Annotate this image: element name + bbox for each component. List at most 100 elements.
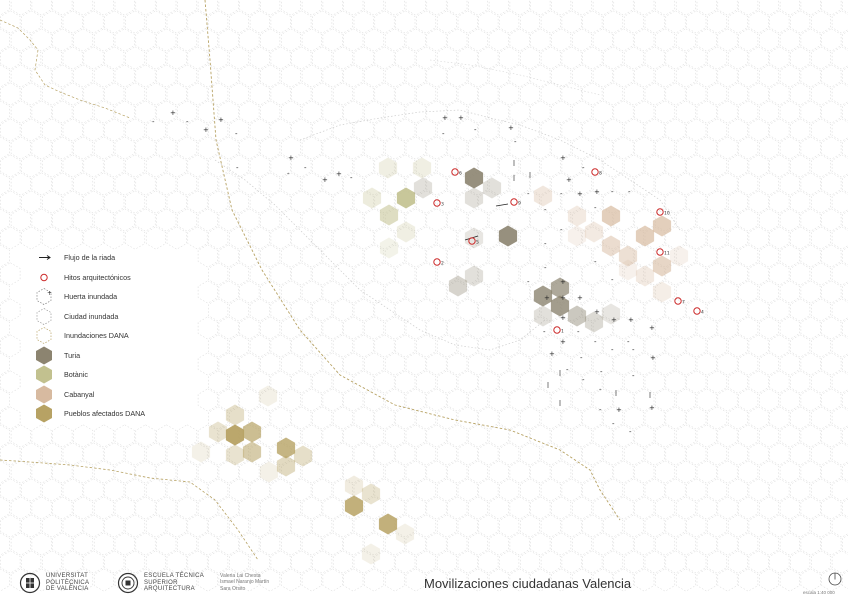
grid-hexagon: [686, 406, 707, 430]
grid-hexagon: [790, 154, 811, 178]
grid-hexagon: [93, 424, 114, 448]
grid-hexagon: [374, 154, 395, 178]
grid-hexagon: [364, 100, 385, 124]
grid-hexagon: [499, 190, 520, 214]
grid-hexagon: [468, 532, 488, 556]
grid-hexagon: [738, 100, 759, 124]
grid-hexagon: [509, 100, 530, 124]
grid-hexagon: [312, 298, 333, 322]
grid-hexagon: [0, 136, 10, 160]
grid-hexagon: [540, 46, 561, 70]
grid-hexagon: [52, 28, 73, 52]
grid-hexagon: [322, 388, 343, 412]
botanic-hexagon: [378, 157, 398, 179]
grid-hexagon: [696, 460, 717, 484]
grid-hexagon: [405, 460, 426, 484]
grid-hexagon: [197, 460, 218, 484]
flood-plus-mark: +: [650, 354, 656, 362]
grid-hexagon: [644, 46, 665, 70]
cabanyal-hexagon: [635, 225, 655, 247]
grid-hexagon: [592, 388, 613, 412]
grid-hexagon: [488, 244, 509, 268]
grid-hexagon: [769, 46, 790, 70]
grid-hexagon: [353, 118, 374, 142]
grid-hexagon: [592, 316, 613, 340]
flood-minus-mark: -: [628, 188, 631, 196]
grid-hexagon: [707, 514, 728, 538]
grid-hexagon: [831, 334, 848, 358]
grid-hexagon: [197, 208, 218, 232]
grid-hexagon: [457, 118, 478, 142]
grid-hexagon: [572, 316, 592, 340]
botanic-hexagon: [396, 187, 416, 209]
grid-hexagon: [592, 568, 613, 592]
grid-hexagon: [343, 532, 364, 556]
pueblos-hexagon: [258, 385, 278, 407]
grid-hexagon: [551, 352, 572, 376]
grid-hexagon: [62, 82, 83, 106]
grid-hexagon: [748, 154, 769, 178]
grid-hexagon: [156, 496, 177, 520]
grid-hexagon: [675, 388, 696, 412]
grid-hexagon: [52, 460, 73, 484]
grid-hexagon: [364, 496, 385, 520]
flood-plus-mark: +: [560, 294, 566, 302]
flood-plus-mark: +: [560, 338, 566, 346]
grid-hexagon: [478, 514, 499, 538]
grid-hexagon: [281, 460, 301, 484]
grid-hexagon: [655, 568, 676, 592]
grid-hexagon: [0, 100, 10, 124]
grid-hexagon: [426, 64, 447, 88]
grid-hexagon: [623, 334, 644, 358]
grid-hexagon: [31, 100, 52, 124]
grid-hexagon: [197, 100, 218, 124]
grid-hexagon: [727, 190, 748, 214]
grid-hexagon: [655, 352, 676, 376]
grid-hexagon: [10, 568, 31, 592]
grid-hexagon: [738, 352, 759, 376]
grid-hexagon: [93, 496, 114, 520]
grid-hexagon: [540, 334, 561, 358]
grid-hexagon: [93, 568, 114, 592]
grid-hexagon: [488, 64, 509, 88]
grid-hexagon: [270, 514, 291, 538]
grid-hexagon: [800, 244, 821, 268]
cabanyal-hexagon: [618, 245, 638, 267]
grid-hexagon: [416, 226, 437, 250]
grid-hexagon: [10, 28, 31, 52]
grid-hexagon: [343, 136, 364, 160]
grid-hexagon: [644, 334, 665, 358]
grid-hexagon: [623, 10, 644, 34]
grid-hexagon: [416, 46, 437, 70]
grid-hexagon: [208, 370, 229, 394]
grid-hexagon: [416, 370, 437, 394]
grid-hexagon: [208, 10, 229, 34]
grid-hexagon: [644, 82, 665, 106]
grid-hexagon: [572, 64, 592, 88]
grid-hexagon: [332, 550, 353, 574]
grid-hexagon: [644, 550, 665, 574]
grid-hexagon: [301, 64, 322, 88]
grid-hexagon: [364, 388, 385, 412]
grid-hexagon: [779, 352, 800, 376]
grid-hexagon: [811, 190, 831, 214]
grid-hexagon: [779, 424, 800, 448]
grid-hexagon: [499, 82, 520, 106]
grid-hexagon: [197, 280, 218, 304]
flood-minus-mark: -: [152, 118, 155, 126]
grid-hexagon: [343, 568, 364, 592]
logo-line: DE VALÈNCIA: [46, 586, 89, 593]
grid-hexagon: [551, 208, 572, 232]
grid-hexagon: [426, 172, 447, 196]
grid-hexagon: [748, 226, 769, 250]
grid-hexagon: [727, 154, 748, 178]
grid-hexagon: [468, 64, 488, 88]
grid-hexagon: [509, 172, 530, 196]
grid-hexagon: [104, 82, 125, 106]
flood-plus-mark: +: [458, 114, 464, 122]
grid-hexagon: [281, 352, 301, 376]
grid-hexagon: [52, 172, 73, 196]
grid-hexagon: [665, 154, 686, 178]
grid-hexagon: [260, 244, 281, 268]
